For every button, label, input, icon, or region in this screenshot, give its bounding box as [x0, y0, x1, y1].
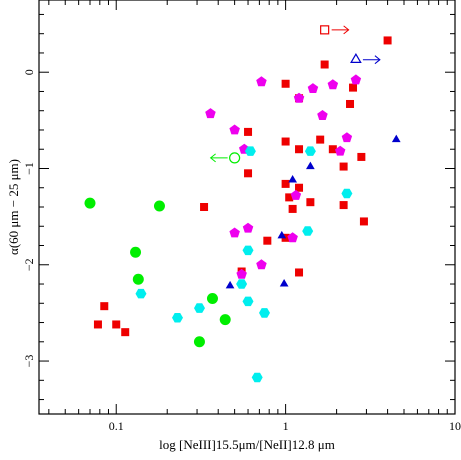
circle-point [84, 197, 96, 209]
square-point [288, 204, 297, 213]
hexagon-point [135, 288, 147, 299]
hexagon-point [172, 313, 183, 323]
hexagon-point [242, 245, 254, 256]
pentagon-point [335, 145, 346, 156]
square-point [295, 145, 304, 154]
square-point [263, 236, 272, 245]
y-tick-label: −3 [22, 355, 36, 368]
pentagon-point [290, 189, 302, 200]
triangle-point [225, 280, 235, 289]
square-point [121, 328, 130, 337]
pentagon-point [341, 132, 353, 143]
x-tick-label: 0.1 [109, 419, 124, 433]
limit-arrow-head [343, 25, 350, 35]
triangle-point [288, 175, 297, 183]
square-point [339, 162, 348, 171]
triangle-point [279, 279, 289, 287]
square-point [281, 137, 290, 146]
x-tick-label: 10 [449, 419, 461, 433]
square-point [359, 217, 368, 226]
hexagon-point [251, 372, 263, 383]
square-point [349, 83, 358, 92]
hexagon-point [244, 146, 256, 156]
circle-point [130, 246, 142, 258]
hexagon-point [341, 188, 353, 199]
pentagon-point [236, 268, 247, 279]
triangle-point [391, 134, 401, 143]
triangle-point [277, 230, 287, 239]
square-point [100, 302, 109, 311]
pentagon-point [287, 232, 298, 243]
y-tick-label: 0 [22, 69, 36, 75]
square-point [383, 36, 392, 45]
square-point [320, 60, 329, 69]
hexagon-point [242, 296, 254, 307]
square-point [281, 179, 290, 188]
square-point [346, 99, 355, 108]
square-point [339, 201, 348, 210]
square-point [244, 169, 253, 178]
hexagon-point [302, 226, 314, 236]
triangle-point [306, 161, 315, 170]
circle-point [193, 336, 205, 348]
hexagon-point [194, 303, 205, 313]
square-point [244, 127, 253, 136]
limit-arrow-head [209, 153, 216, 163]
pentagon-point [205, 108, 216, 119]
circle-point [153, 200, 165, 212]
y-axis-label: α(60 μm − 25 μm) [6, 159, 21, 255]
triangle-open-point [350, 53, 362, 64]
limit-arrow-head [374, 55, 381, 65]
square-point [93, 320, 102, 329]
square-point [200, 203, 209, 211]
circle-point [219, 314, 231, 326]
data-points [84, 25, 401, 383]
pentagon-point [242, 222, 254, 233]
hexagon-point [259, 308, 270, 318]
axis-ticks: 0.1 1 10 0 −1 −2 −3 [22, 0, 461, 433]
circle-open-point [229, 152, 241, 164]
square-point [295, 183, 304, 192]
pentagon-point [307, 83, 319, 93]
pentagon-point [229, 124, 240, 135]
y-tick-label: −1 [22, 162, 36, 175]
square-point [281, 79, 290, 88]
square-point [285, 193, 294, 202]
pentagon-point [317, 110, 328, 120]
circle-point [132, 273, 144, 285]
x-tick-label: 1 [283, 419, 289, 433]
pentagon-point [256, 76, 267, 87]
pentagon-point [229, 227, 240, 238]
square-point [328, 145, 337, 154]
square-point [316, 135, 325, 144]
hexagon-point [304, 146, 316, 156]
square-point [357, 152, 366, 161]
pentagon-point [327, 79, 339, 90]
pentagon-point [350, 74, 362, 85]
square-point [112, 320, 121, 329]
pentagon-point [256, 259, 267, 270]
square-open-point [320, 25, 330, 35]
y-tick-label: −2 [22, 258, 36, 271]
pentagon-point [293, 92, 305, 103]
hexagon-point [236, 279, 248, 289]
x-axis-label: log [NeIII]15.5μm/[NeII]12.8 μm [159, 437, 335, 452]
square-point [306, 198, 315, 207]
plot-frame [38, 0, 456, 415]
circle-point [206, 292, 218, 304]
square-point [295, 268, 304, 277]
